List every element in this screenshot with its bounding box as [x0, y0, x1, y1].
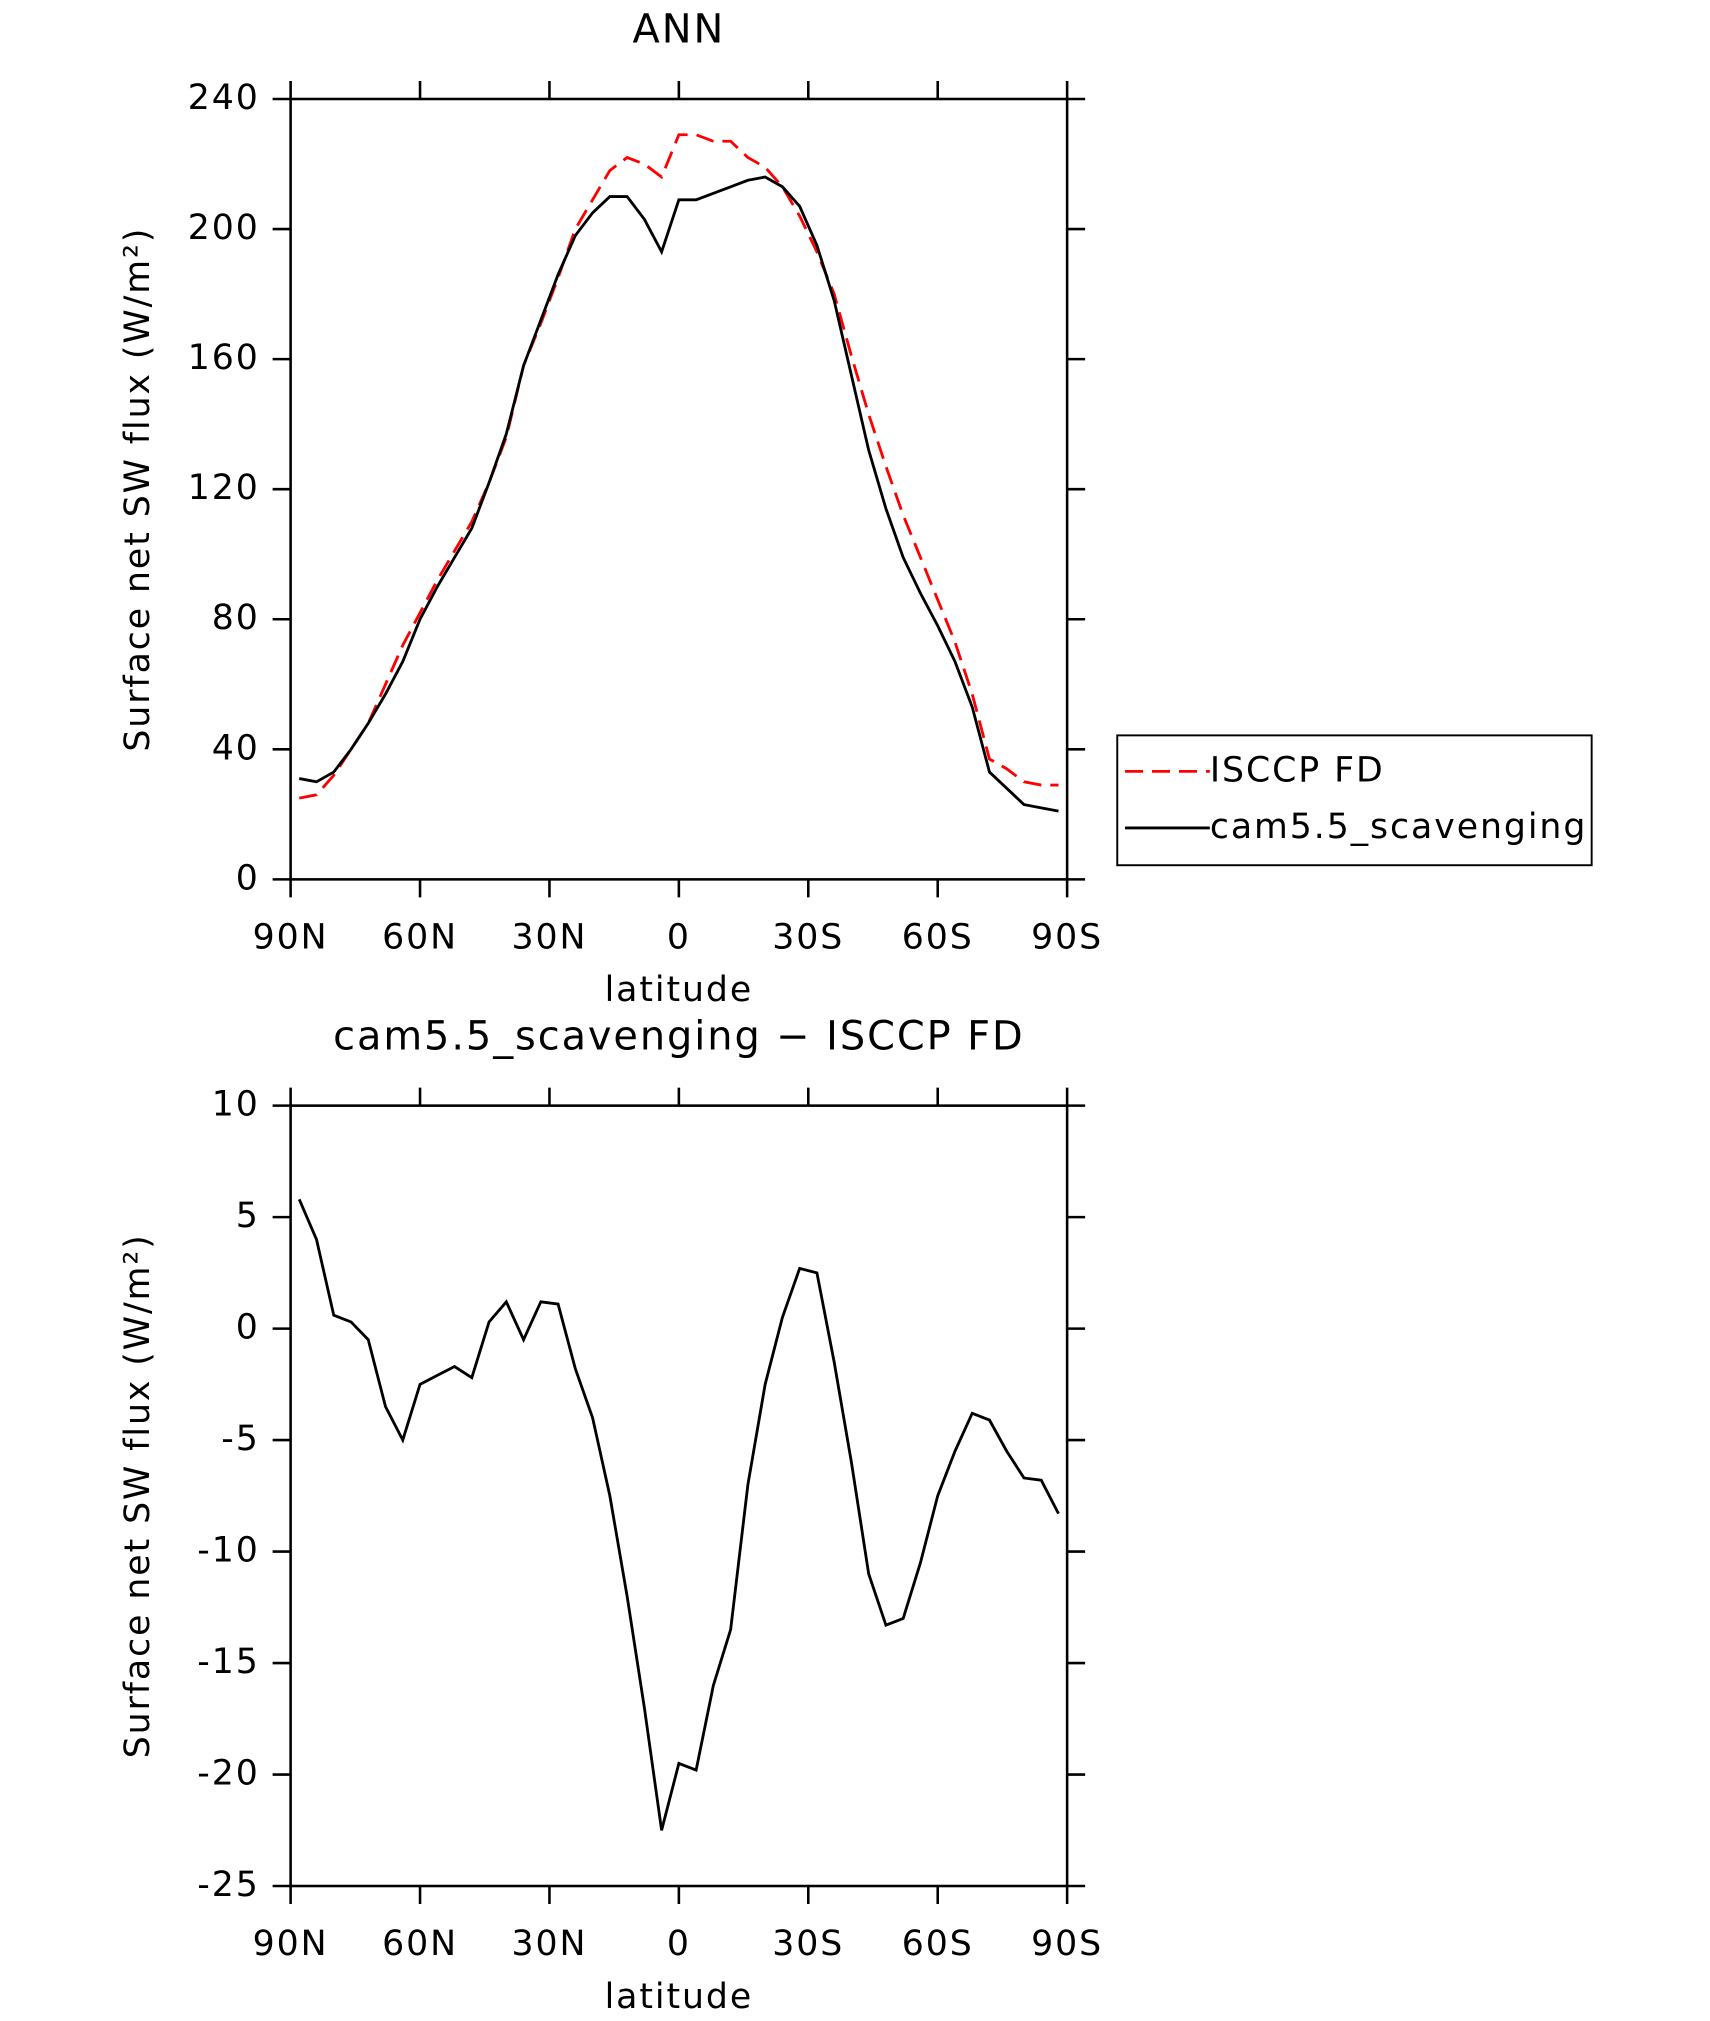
y-tick-label: 5: [236, 1196, 260, 1236]
y-tick-label: 120: [188, 468, 260, 508]
x-axis-label: latitude: [605, 1977, 754, 2017]
chart-title: ANN: [633, 7, 726, 53]
x-tick-label: 30N: [511, 918, 587, 958]
legend-box: [1116, 734, 1593, 867]
x-tick-label: 90S: [1031, 918, 1103, 958]
legend-label: cam5.5_scavenging: [1210, 807, 1587, 847]
x-axis-label: latitude: [605, 970, 754, 1010]
x-tick-label: 90N: [253, 1924, 329, 1964]
plot-frame: [289, 97, 1069, 881]
chart-title: cam5.5_scavenging − ISCCP FD: [333, 1013, 1024, 1059]
x-tick-label: 90S: [1031, 1924, 1103, 1964]
x-tick-label: 90N: [253, 918, 329, 958]
x-tick-label: 30S: [772, 918, 844, 958]
y-tick-label: 40: [212, 728, 260, 768]
y-tick-label: -20: [197, 1754, 259, 1794]
y-axis-label: Surface net SW flux (W/m²): [118, 1233, 158, 1758]
y-axis-label: Surface net SW flux (W/m²): [118, 227, 158, 752]
data-line: [298, 175, 1059, 813]
y-tick-label: 10: [212, 1085, 260, 1125]
legend-label: ISCCP FD: [1210, 750, 1385, 790]
x-tick-label: 30S: [772, 1924, 844, 1964]
data-line: [298, 133, 1059, 800]
y-tick-label: 200: [188, 208, 260, 248]
y-tick-label: -25: [197, 1865, 259, 1905]
x-tick-label: 60S: [902, 1924, 974, 1964]
x-tick-label: 0: [667, 918, 691, 958]
y-tick-label: -15: [197, 1642, 259, 1682]
x-tick-label: 30N: [511, 1924, 587, 1964]
x-tick-label: 60S: [902, 918, 974, 958]
y-tick-label: 80: [212, 598, 260, 638]
y-tick-label: 0: [236, 1308, 260, 1348]
y-tick-label: -10: [197, 1531, 259, 1571]
y-tick-label: 240: [188, 78, 260, 118]
y-tick-label: -5: [221, 1419, 259, 1459]
x-tick-label: 60N: [382, 1924, 458, 1964]
data-line: [297, 1198, 1060, 1831]
x-tick-label: 60N: [382, 918, 458, 958]
x-tick-label: 0: [667, 1924, 691, 1964]
plot-frame: [289, 1104, 1069, 1888]
y-tick-label: 160: [188, 338, 260, 378]
y-tick-label: 0: [236, 858, 260, 898]
